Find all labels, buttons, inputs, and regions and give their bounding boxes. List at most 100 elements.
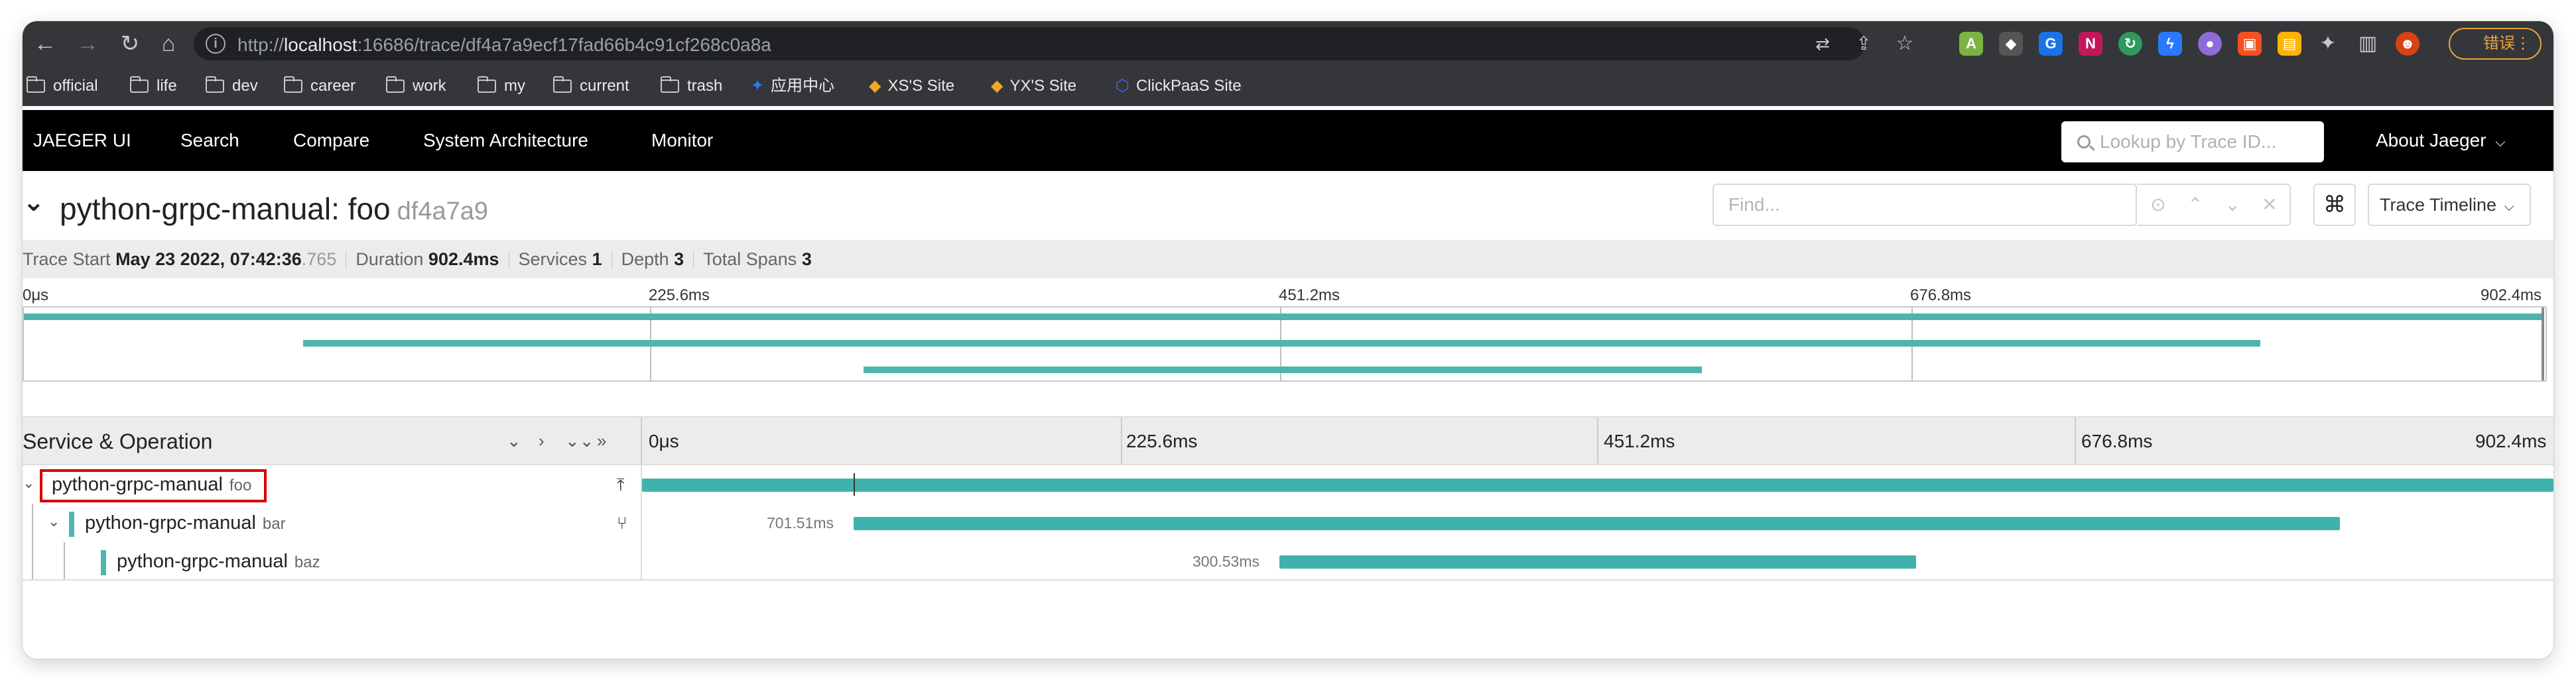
minimap-tick: 0μs: [23, 286, 49, 304]
minimap-canvas[interactable]: [23, 306, 2547, 382]
extension-orange-icon[interactable]: ▣: [2238, 32, 2262, 56]
extensions-puzzle-icon[interactable]: ✦: [2319, 32, 2337, 54]
nav-system-architecture[interactable]: System Architecture: [423, 130, 588, 150]
keyboard-shortcuts-button[interactable]: ⌘: [2313, 184, 2356, 226]
fork-icon[interactable]: ⑂: [617, 513, 627, 533]
service-color-marker: [69, 512, 74, 537]
extension-android-icon[interactable]: A: [1959, 32, 1983, 56]
folder-icon: [284, 76, 302, 93]
extension-bolt-icon[interactable]: ϟ: [2158, 32, 2182, 56]
minimap-bar-baz: [864, 367, 1703, 373]
bookmark-dev[interactable]: dev: [206, 76, 258, 97]
extension-cube-icon[interactable]: ◆: [1999, 32, 2023, 56]
more-vert-icon: ⋮: [2515, 34, 2531, 52]
timeline-tick: 0μs: [649, 431, 679, 451]
span-row[interactable]: ⌄ python-grpc-manual bar ⑂ 701.51ms: [23, 504, 2553, 542]
span-table-header: Service & Operation ⌄ › ⌄⌄ » 0μs 225.6ms…: [23, 416, 2553, 465]
span-name[interactable]: python-grpc-manual baz: [117, 551, 320, 572]
highlight-annotation: [40, 469, 267, 502]
collapse-chevron-icon[interactable]: ⌄: [23, 188, 45, 217]
span-row[interactable]: ⌄ python-grpc-manual foo ⤒: [23, 465, 2553, 504]
bookmark-xs-site[interactable]: ◆ XS'S Site: [869, 77, 955, 95]
span-name[interactable]: python-grpc-manual foo: [52, 474, 252, 495]
header-gridline: [1121, 418, 1122, 464]
bookmark-career[interactable]: career: [284, 76, 355, 97]
site-info-icon[interactable]: i: [206, 34, 225, 54]
timeline-tick: 676.8ms: [2081, 431, 2153, 451]
minimap-bar-bar: [302, 340, 2260, 347]
home-icon[interactable]: ⌂: [161, 31, 176, 56]
find-prev-icon[interactable]: ⌃: [2187, 194, 2203, 215]
find-input[interactable]: [1712, 184, 2137, 226]
minimap-tick: 676.8ms: [1910, 286, 1972, 304]
span-name[interactable]: python-grpc-manual bar: [85, 512, 286, 534]
about-jaeger-menu[interactable]: About Jaeger ⌵: [2376, 130, 2506, 150]
nav-compare[interactable]: Compare: [293, 130, 370, 150]
translate-icon[interactable]: ⇄: [1815, 34, 1830, 54]
timeline-tick: 451.2ms: [1604, 431, 1675, 451]
minimap-view-handle[interactable]: [2542, 308, 2544, 380]
trace-short-id: df4a7a9: [397, 198, 488, 225]
bookmark-work[interactable]: work: [386, 76, 446, 97]
forward-icon[interactable]: →: [76, 31, 99, 56]
bookmark-yx-site[interactable]: ◆ YX'S Site: [991, 77, 1077, 95]
chevron-down-icon[interactable]: ⌄: [48, 513, 60, 530]
jaeger-brand[interactable]: JAEGER UI: [33, 130, 131, 150]
timeline-tick: 225.6ms: [1126, 431, 1198, 451]
diamond-icon: ◆: [869, 77, 881, 95]
bookmark-trash[interactable]: trash: [661, 76, 722, 97]
minimap-tick: 225.6ms: [649, 286, 710, 304]
sidepanel-icon[interactable]: ▥: [2358, 32, 2378, 54]
url-bar[interactable]: i http://localhost:16686/trace/df4a7a9ec…: [194, 27, 1865, 60]
span-duration-label: 701.51ms: [767, 514, 834, 532]
trace-id-input[interactable]: [2100, 129, 2312, 154]
upload-icon[interactable]: ⤒: [617, 475, 625, 494]
find-next-icon[interactable]: ⌄: [2224, 194, 2240, 215]
bookmarks-bar: official life dev career work my current…: [23, 66, 2553, 106]
puzzle-icon: ✦: [751, 77, 765, 95]
span-row[interactable]: python-grpc-manual baz 300.53ms: [23, 542, 2553, 581]
trace-id-lookup[interactable]: [2061, 121, 2324, 162]
timeline-tick: 902.4ms: [2475, 431, 2547, 451]
meta-services: Services 1: [518, 249, 602, 269]
collapse-one-icon[interactable]: ⌄: [507, 431, 521, 451]
bookmark-current[interactable]: current: [553, 76, 629, 97]
meta-depth: Depth 3: [621, 249, 684, 269]
expand-all-icon[interactable]: ⌄⌄: [565, 431, 594, 451]
error-button[interactable]: 错误 ⋮: [2449, 28, 2542, 60]
reload-icon[interactable]: ↻: [120, 31, 140, 56]
extension-refresh-icon[interactable]: ↻: [2118, 32, 2142, 56]
profile-avatar-icon[interactable]: ☻: [2396, 32, 2419, 56]
bookmark-clickpaas-site[interactable]: ⬡ ClickPaaS Site: [1116, 77, 1242, 95]
bookmark-star-icon[interactable]: ☆: [1896, 32, 1914, 54]
search-icon: [2077, 135, 2091, 148]
bookmark-my[interactable]: my: [478, 76, 525, 97]
share-icon[interactable]: ⇪: [1856, 33, 1872, 54]
bookmark-app-center[interactable]: ✦ 应用中心: [751, 77, 835, 95]
extension-circle-icon[interactable]: ●: [2198, 32, 2222, 56]
collapse-all-icon[interactable]: »: [597, 431, 607, 451]
jaeger-topnav: JAEGER UI Search Compare System Architec…: [23, 110, 2553, 171]
nav-monitor[interactable]: Monitor: [651, 130, 714, 150]
extension-translate-icon[interactable]: G: [2039, 32, 2063, 56]
column-resizer[interactable]: [641, 418, 642, 464]
browser-toolbar: ← → ↻ ⌂ i http://localhost:16686/trace/d…: [23, 21, 2553, 66]
bookmark-official[interactable]: official: [27, 76, 98, 97]
span-table: Service & Operation ⌄ › ⌄⌄ » 0μs 225.6ms…: [23, 416, 2553, 582]
trace-view-select[interactable]: Trace Timeline ⌵: [2368, 184, 2531, 226]
expand-one-icon[interactable]: ›: [539, 431, 545, 451]
bookmark-life[interactable]: life: [130, 76, 177, 97]
hexagon-icon: ⬡: [1116, 77, 1129, 95]
trace-minimap[interactable]: 0μs 225.6ms 451.2ms 676.8ms 902.4ms: [23, 278, 2553, 402]
nav-search[interactable]: Search: [180, 130, 239, 150]
back-icon[interactable]: ←: [34, 31, 56, 56]
url-text[interactable]: http://localhost:16686/trace/df4a7a9ecf1…: [237, 34, 771, 55]
find-clear-icon[interactable]: ✕: [2262, 194, 2278, 215]
locate-icon[interactable]: ⊙: [2150, 194, 2166, 215]
extension-new-icon[interactable]: N: [2079, 32, 2102, 56]
folder-icon: [661, 76, 679, 93]
extension-image-icon[interactable]: ▤: [2278, 32, 2301, 56]
folder-icon: [130, 76, 149, 93]
chevron-down-icon[interactable]: ⌄: [23, 475, 35, 491]
